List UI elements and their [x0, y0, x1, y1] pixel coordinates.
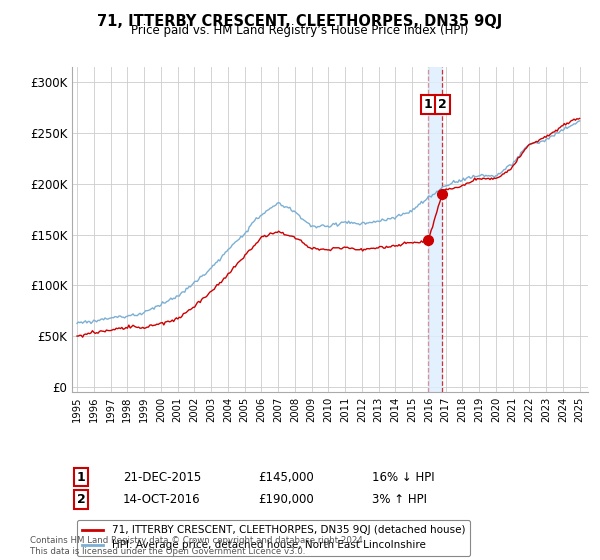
- Text: 14-OCT-2016: 14-OCT-2016: [123, 493, 200, 506]
- Text: Price paid vs. HM Land Registry’s House Price Index (HPI): Price paid vs. HM Land Registry’s House …: [131, 24, 469, 36]
- Text: 2: 2: [77, 493, 85, 506]
- Bar: [428, 67, 442, 392]
- Text: 2: 2: [438, 98, 446, 111]
- Text: 3% ↑ HPI: 3% ↑ HPI: [372, 493, 427, 506]
- Legend: 71, ITTERBY CRESCENT, CLEETHORPES, DN35 9QJ (detached house), HPI: Average price: 71, ITTERBY CRESCENT, CLEETHORPES, DN35 …: [77, 520, 470, 556]
- Text: 16% ↓ HPI: 16% ↓ HPI: [372, 470, 434, 484]
- Text: Contains HM Land Registry data © Crown copyright and database right 2024.
This d: Contains HM Land Registry data © Crown c…: [30, 536, 365, 556]
- Text: 1: 1: [77, 470, 85, 484]
- Text: £190,000: £190,000: [258, 493, 314, 506]
- Text: £145,000: £145,000: [258, 470, 314, 484]
- Text: 1: 1: [424, 98, 433, 111]
- Text: 21-DEC-2015: 21-DEC-2015: [123, 470, 201, 484]
- Text: 71, ITTERBY CRESCENT, CLEETHORPES, DN35 9QJ: 71, ITTERBY CRESCENT, CLEETHORPES, DN35 …: [97, 14, 503, 29]
